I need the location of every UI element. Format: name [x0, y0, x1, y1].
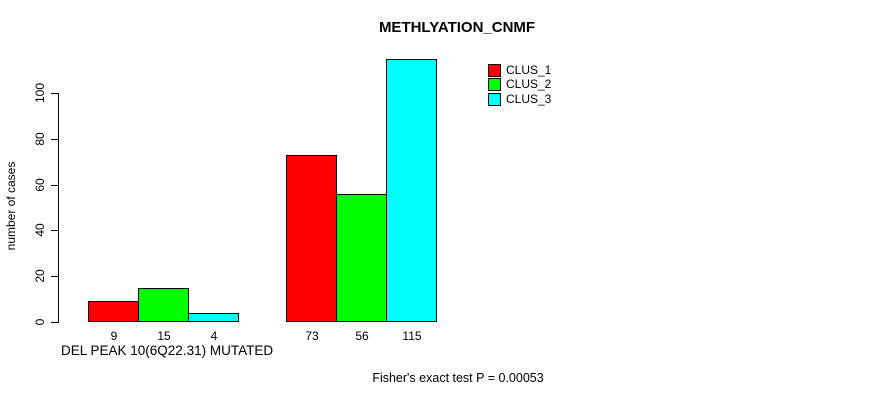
y-tick-mark [51, 139, 59, 140]
bar-value-label: 4 [210, 329, 218, 343]
y-tick-mark [51, 322, 59, 323]
y-axis-line [58, 93, 59, 323]
y-tick-label: 80 [33, 132, 47, 146]
y-tick-label: 0 [33, 318, 47, 326]
y-tick-mark [51, 93, 59, 94]
y-tick-label: 20 [33, 269, 47, 283]
bar-clus_1 [286, 155, 337, 322]
bar-clus_2 [336, 194, 387, 322]
legend-item-label: CLUS_1 [506, 62, 552, 77]
legend-item-clus_2: CLUS_2 [488, 78, 551, 93]
legend: CLUS_1 CLUS_2 CLUS_3 [488, 63, 551, 107]
y-tick-label: 100 [33, 82, 47, 104]
legend-item-clus_3: CLUS_3 [488, 92, 551, 107]
y-tick-mark [51, 276, 59, 277]
bar-value-label: 56 [355, 329, 369, 343]
bar-clus_3 [188, 313, 239, 322]
legend-item-label: CLUS_3 [506, 91, 552, 106]
y-tick-label: 60 [33, 178, 47, 192]
bar-clus_1 [88, 301, 139, 322]
bar-value-label: 115 [402, 329, 422, 343]
legend-swatch-icon [488, 78, 501, 92]
y-tick-label: 40 [33, 223, 47, 237]
footnote: Fisher's exact test P = 0.00053 [372, 371, 544, 385]
legend-swatch-icon [488, 63, 501, 77]
legend-swatch-icon [488, 92, 501, 106]
bar-clus_2 [138, 288, 189, 322]
legend-item-label: CLUS_2 [506, 77, 552, 92]
bar-value-label: 15 [157, 329, 171, 343]
bar-value-label: 9 [110, 329, 118, 343]
bar-clus_3 [386, 59, 437, 322]
y-tick-mark [51, 230, 59, 231]
x-axis-label: DEL PEAK 10(6Q22.31) MUTATED [61, 343, 274, 358]
legend-item-clus_1: CLUS_1 [488, 63, 551, 78]
bar-value-label: 73 [305, 329, 319, 343]
chart-title: METHLYATION_CNMF [378, 19, 536, 36]
y-tick-mark [51, 185, 59, 186]
